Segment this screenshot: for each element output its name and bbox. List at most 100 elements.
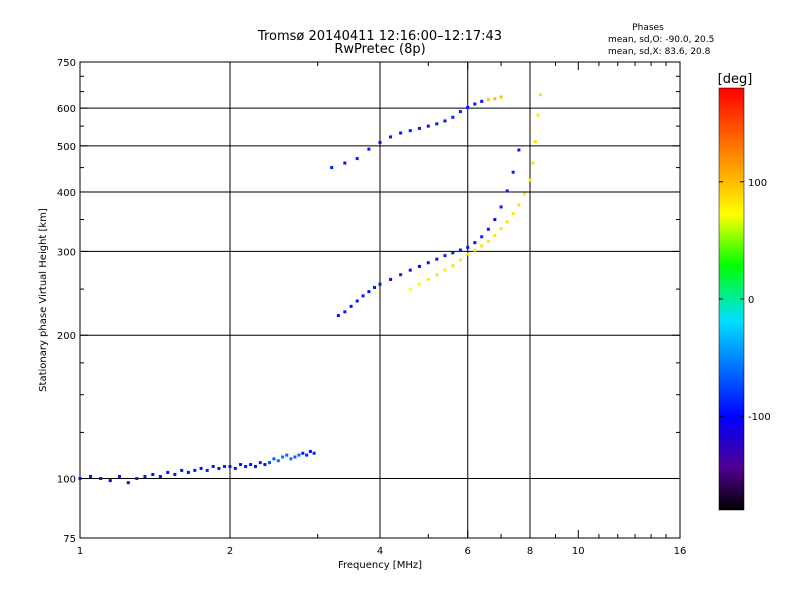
data-point <box>276 459 280 463</box>
colorbar-gradient <box>718 87 745 511</box>
data-point <box>205 468 209 472</box>
data-point <box>389 277 393 281</box>
data-point <box>285 453 289 457</box>
data-point <box>233 466 237 470</box>
data-point <box>89 474 93 478</box>
data-point <box>399 131 403 135</box>
data-point <box>267 461 271 465</box>
data-point <box>373 285 377 289</box>
phase-x-stats: mean, sd,X: 83.6, 20.8 <box>608 47 711 57</box>
colorbar: [deg] 100 0 -100 <box>718 72 771 511</box>
x-tick-label: 10 <box>572 546 585 557</box>
data-point <box>408 129 412 133</box>
data-point <box>135 477 139 481</box>
data-point <box>297 453 301 457</box>
data-point <box>336 314 340 318</box>
x-tick-label: 4 <box>377 546 383 557</box>
data-point <box>531 161 535 165</box>
data-point <box>211 464 215 468</box>
data-point <box>435 122 439 126</box>
x-tick-label: 8 <box>527 546 533 557</box>
data-point <box>180 468 184 472</box>
data-point <box>511 170 515 174</box>
data-point <box>473 241 477 245</box>
data-point <box>451 264 455 268</box>
data-point <box>505 220 509 224</box>
data-point <box>417 282 421 286</box>
data-point <box>143 474 147 478</box>
data-point <box>173 472 177 476</box>
data-point <box>367 147 371 151</box>
x-tick-label: 1 <box>77 546 83 557</box>
data-point <box>301 451 305 455</box>
data-point <box>417 264 421 268</box>
data-point <box>426 124 430 128</box>
data-point <box>158 474 162 478</box>
data-point <box>355 157 359 161</box>
data-point <box>343 310 347 314</box>
data-point <box>499 205 503 209</box>
y-tick-label: 500 <box>57 142 76 153</box>
data-point <box>217 466 221 470</box>
data-point <box>263 463 267 467</box>
data-point <box>186 470 190 474</box>
plot-area: 1 2 4 6 8 10 16 75 100 200 300 400 500 600 750 <box>57 58 686 557</box>
data-point <box>486 98 490 102</box>
data-point <box>517 203 521 207</box>
y-axis-label: Stationary phase Virtual Height [km] <box>38 208 49 392</box>
data-point <box>473 102 477 106</box>
data-point <box>355 299 359 303</box>
y-tick-label: 100 <box>57 475 76 486</box>
data-point <box>505 189 509 193</box>
x-tick-label: 2 <box>227 546 233 557</box>
phase-o-stats: mean, sd,O: -90.0, 20.5 <box>608 35 714 45</box>
data-point <box>458 110 462 114</box>
data-point <box>451 251 455 255</box>
y-tick-label: 200 <box>57 331 76 342</box>
chart-subtitle: RwPretec (8p) <box>334 42 425 57</box>
y-tick-label: 400 <box>57 188 76 199</box>
data-point <box>493 218 497 222</box>
data-point <box>499 95 503 99</box>
data-point <box>193 468 197 472</box>
data-point <box>367 290 371 294</box>
data-point <box>493 234 497 238</box>
data-point <box>408 287 412 291</box>
data-point <box>378 282 382 286</box>
data-point <box>480 235 484 239</box>
data-point <box>533 140 537 144</box>
data-point <box>458 258 462 262</box>
data-point <box>305 453 309 457</box>
data-point <box>223 464 227 468</box>
data-point <box>466 245 470 249</box>
data-point <box>517 148 521 152</box>
colorbar-tick-label: -100 <box>748 412 771 423</box>
data-point <box>99 477 103 481</box>
data-point <box>493 97 497 101</box>
data-point <box>443 119 447 123</box>
data-point <box>451 115 455 119</box>
data-point <box>249 463 253 467</box>
data-point <box>389 135 393 139</box>
data-point <box>293 455 297 459</box>
y-tick-label: 75 <box>63 534 76 545</box>
y-tick-label: 300 <box>57 247 76 258</box>
data-point <box>308 449 312 453</box>
data-point <box>417 126 421 130</box>
data-point <box>426 277 430 281</box>
data-point <box>486 239 490 243</box>
data-point <box>435 257 439 261</box>
x-tick-label: 6 <box>465 546 471 557</box>
data-point <box>511 212 515 216</box>
data-point <box>378 141 382 145</box>
data-point <box>528 178 532 182</box>
x-axis-label: Frequency [MHz] <box>338 560 422 571</box>
data-point <box>228 464 232 468</box>
data-point <box>272 457 276 461</box>
data-point <box>289 457 293 461</box>
data-point <box>536 113 540 117</box>
data-point <box>330 166 334 170</box>
data-point <box>361 294 365 298</box>
data-point <box>253 464 257 468</box>
